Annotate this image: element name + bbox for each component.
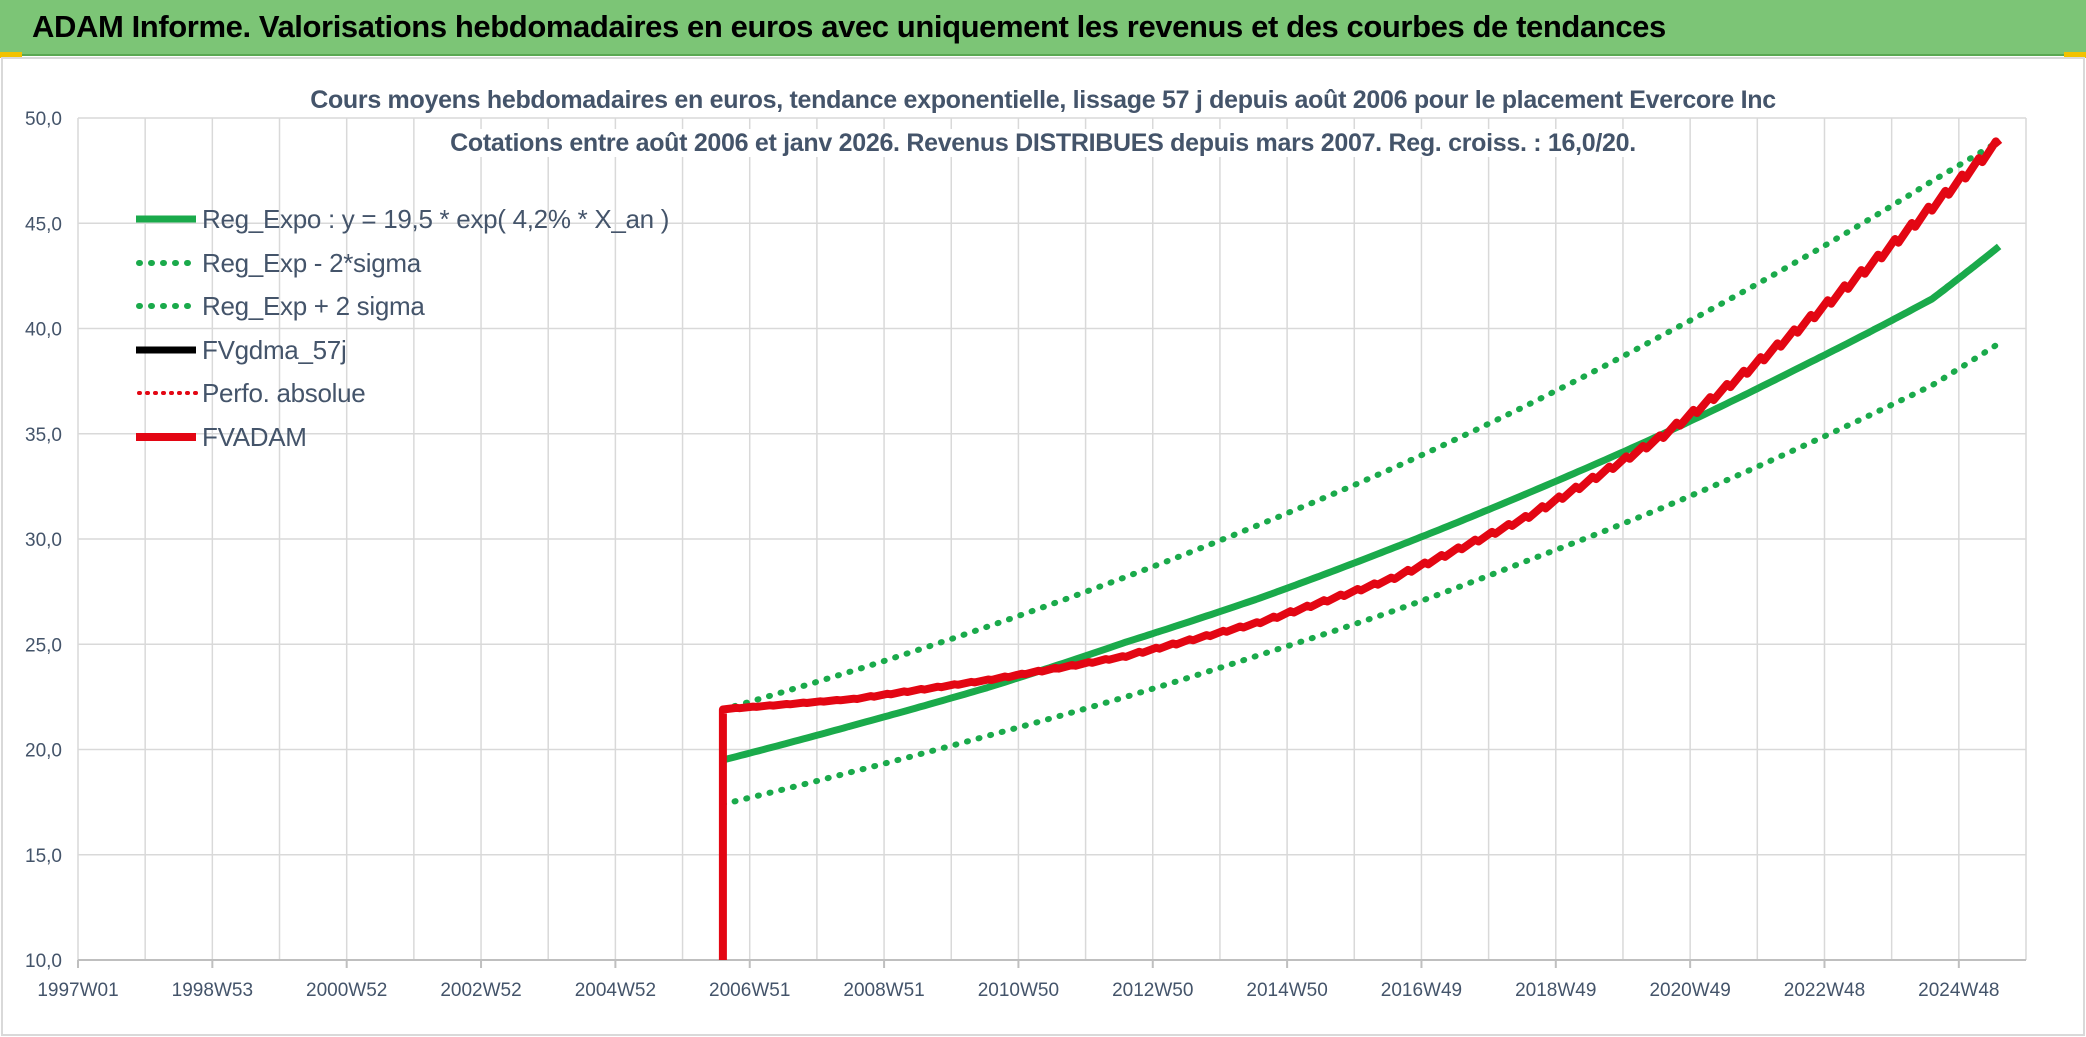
chart-area: 10,0 15,0 20,0 25,0 30,0 35,0 40,0 45,0 50,0 1997… bbox=[0, 56, 2086, 1037]
x-tick-label: 2024W48 bbox=[1918, 980, 1999, 1001]
report-title: ADAM Informe. Valorisations hebdomadaire… bbox=[32, 9, 1666, 44]
legend-label: Reg_Exp + 2 sigma bbox=[202, 291, 425, 321]
y-tick-label: 10,0 bbox=[25, 951, 62, 972]
x-tick-label: 2020W49 bbox=[1649, 980, 1730, 1001]
legend-swatch bbox=[136, 432, 196, 441]
report-banner: ADAM Informe. Valorisations hebdomadaire… bbox=[0, 0, 2086, 56]
x-tick-label: 2022W48 bbox=[1784, 980, 1865, 1001]
y-tick-label: 20,0 bbox=[25, 741, 62, 762]
x-tick-label: 2010W50 bbox=[978, 980, 1059, 1001]
y-tick-label: 35,0 bbox=[25, 425, 62, 446]
legend-label: FVgdma_57j bbox=[202, 334, 347, 365]
legend-label: Perfo. absolue bbox=[202, 378, 366, 408]
line-chart: 10,0 15,0 20,0 25,0 30,0 35,0 40,0 45,0 50,0 1997… bbox=[1, 57, 2085, 1036]
y-tick-label: 50,0 bbox=[25, 109, 62, 130]
x-tick-label: 2000W52 bbox=[306, 980, 387, 1001]
legend-label: Reg_Expo : y = 19,5 * exp( 4,2% * X_an ) bbox=[202, 204, 670, 234]
chart-title-line-2: Cotations entre août 2006 et janv 2026. … bbox=[0, 129, 2086, 158]
legend-swatch bbox=[136, 259, 198, 266]
legend-swatch bbox=[137, 391, 198, 395]
series-line-5 bbox=[718, 137, 2003, 960]
x-tick-label: 2006W51 bbox=[709, 980, 790, 1001]
series-lines bbox=[718, 137, 2003, 960]
x-tick-label: 2008W51 bbox=[843, 980, 924, 1001]
chart-border bbox=[1, 57, 2085, 1036]
x-tick-label: 2018W49 bbox=[1515, 980, 1596, 1001]
legend-swatch bbox=[136, 215, 196, 223]
y-tick-label: 25,0 bbox=[25, 635, 62, 656]
gridlines bbox=[77, 117, 2027, 961]
legend-label: Reg_Exp - 2*sigma bbox=[202, 247, 421, 278]
y-tick-label: 45,0 bbox=[25, 214, 62, 235]
legend-swatch bbox=[136, 346, 196, 353]
x-tick-label: 1998W53 bbox=[172, 980, 253, 1001]
axes: 10,0 15,0 20,0 25,0 30,0 35,0 40,0 45,0 50,0 1997… bbox=[25, 109, 2026, 1001]
corner-mark-top-left bbox=[0, 52, 22, 58]
corner-mark-top-right bbox=[2064, 52, 2086, 58]
y-tick-label: 15,0 bbox=[25, 846, 62, 867]
y-tick-label: 40,0 bbox=[25, 320, 62, 341]
legend-swatch bbox=[136, 303, 198, 309]
chart-title-line-1: Cours moyens hebdomadaires en euros, ten… bbox=[0, 86, 2086, 115]
x-tick-label: 2004W52 bbox=[575, 980, 656, 1001]
y-tick-label: 30,0 bbox=[25, 530, 62, 551]
series-line-0 bbox=[722, 243, 2002, 764]
x-tick-label: 1997W01 bbox=[37, 980, 118, 1001]
series-line-1 bbox=[719, 340, 2003, 808]
x-tick-label: 2014W50 bbox=[1246, 980, 1327, 1001]
x-tick-label: 2002W52 bbox=[440, 980, 521, 1001]
x-tick-label: 2012W50 bbox=[1112, 980, 1193, 1001]
series-line-2 bbox=[719, 138, 2003, 713]
legend-label: FVADAM bbox=[202, 421, 307, 452]
x-tick-label: 2016W49 bbox=[1381, 980, 1462, 1001]
